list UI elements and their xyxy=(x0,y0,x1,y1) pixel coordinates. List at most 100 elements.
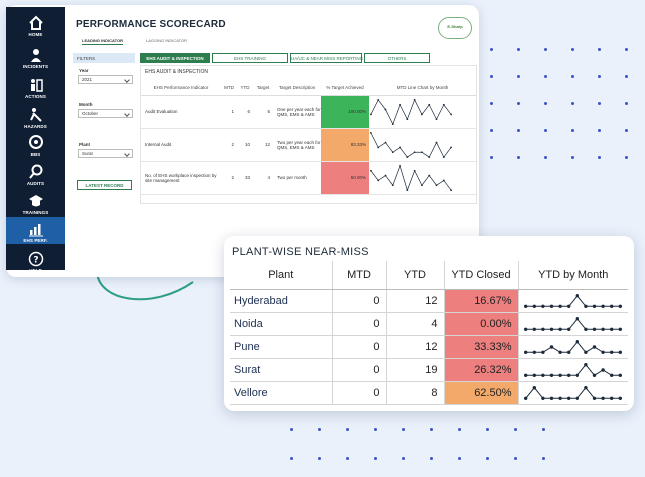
sparkline xyxy=(370,131,452,158)
plant-label: Plant xyxy=(79,142,91,147)
ytd-cell: 33 xyxy=(237,161,253,195)
month-select[interactable]: October xyxy=(78,109,133,118)
sparkline xyxy=(524,339,623,354)
tab-others[interactable]: OTHERS xyxy=(364,53,430,63)
sparkline-point xyxy=(550,327,554,331)
sparkline-point xyxy=(541,304,545,308)
mtd-cell: 0 xyxy=(331,289,386,313)
sidebar-item-home[interactable]: HOME xyxy=(6,15,65,37)
sparkline-point xyxy=(421,183,423,186)
table-row[interactable]: Hyderabad 0 12 16.67% xyxy=(230,289,628,313)
sidebar-item-incidents[interactable]: INCIDENTS xyxy=(6,47,65,69)
sparkline-point xyxy=(413,98,416,101)
sparkline-point xyxy=(601,367,606,372)
sidebar-item-help[interactable]: ? HELP xyxy=(6,251,65,273)
sparkline-point xyxy=(524,373,528,377)
sparkline-point xyxy=(593,344,597,349)
subtab-leading[interactable]: LEADING INDICATOR xyxy=(82,38,123,45)
sparkline xyxy=(524,293,623,308)
decorative-dot xyxy=(544,102,547,105)
sparkline-point xyxy=(435,183,438,186)
table-row[interactable]: Pune 0 12 33.33% xyxy=(230,335,628,359)
indicator-cell: Audit Evaluation xyxy=(141,95,221,129)
sparkline-point xyxy=(610,304,614,308)
sparkline-point xyxy=(428,174,431,176)
sidebar-label: INCIDENTS xyxy=(22,64,49,69)
sparkline-point xyxy=(406,155,409,158)
decorative-dot xyxy=(490,102,493,105)
year-label: Year xyxy=(79,68,89,73)
sidebar-label: HOME xyxy=(28,32,43,37)
sparkline-point xyxy=(442,179,445,181)
sparkline-point xyxy=(558,396,563,400)
table-row[interactable]: No. of EHS workplace inspection by site … xyxy=(141,161,476,195)
ytd-closed-cell: 16.67% xyxy=(443,289,518,313)
table-row[interactable]: Surat 0 19 26.32% xyxy=(230,358,628,382)
tab-ehs-training[interactable]: EHS TRAINING xyxy=(212,53,288,63)
sidebar-item-actions[interactable]: ACTIONS xyxy=(6,77,65,99)
decorative-dot xyxy=(571,75,574,78)
latest-record-button[interactable]: LATEST RECORD xyxy=(77,180,132,190)
sparkline-point xyxy=(550,373,554,377)
sidebar-label: TRAININGS xyxy=(22,210,49,215)
hazards-icon xyxy=(29,108,42,122)
table-row[interactable]: Vellore 0 8 62.50% xyxy=(230,381,628,405)
subtab-lagging[interactable]: LAGGING INDICATOR xyxy=(146,38,187,43)
plant-select[interactable]: Surat xyxy=(78,149,133,158)
panel-title: EHS AUDIT & INSPECTION xyxy=(145,69,208,75)
sidebar-item-trainings[interactable]: TRAININGS xyxy=(6,193,65,215)
sparkline-point xyxy=(384,174,387,176)
decorative-dot xyxy=(490,156,493,159)
sparkline-point xyxy=(541,396,545,400)
sparkline-point xyxy=(558,350,563,354)
decorative-dot xyxy=(374,457,377,460)
sparkline-line xyxy=(525,317,621,330)
sparkline-point xyxy=(399,103,401,106)
decorative-dot xyxy=(571,48,574,51)
decorative-dot xyxy=(517,129,520,132)
sparkline-point xyxy=(384,108,387,110)
sidebar-item-bbs[interactable]: BBS xyxy=(6,135,65,157)
decorative-dot xyxy=(318,428,321,431)
decorative-dot xyxy=(598,156,601,159)
decorative-dot xyxy=(598,102,601,105)
trend-cell xyxy=(517,358,628,382)
col-plant: Plant xyxy=(230,261,332,290)
help-icon: ? xyxy=(28,251,43,267)
scorecard-panel: EHS AUDIT & INSPECTION EHS Performance I… xyxy=(140,65,477,204)
table-row[interactable]: Internal Audit 2 10 12 Two per year each for… xyxy=(141,128,476,162)
page-title: PERFORMANCE SCORECARD xyxy=(76,19,226,30)
mtd-cell: 2 xyxy=(221,128,237,162)
description-cell: Two per year each for QMS, EMS & AMS xyxy=(273,128,321,162)
sparkline-point xyxy=(550,304,554,308)
col-ytd: YTD xyxy=(237,80,253,96)
sparkline-point xyxy=(406,117,409,120)
sparkline-point xyxy=(618,304,623,308)
year-select[interactable]: 2021 xyxy=(78,75,133,84)
plant-cell: Pune xyxy=(230,335,332,359)
sparkline-line xyxy=(525,363,621,376)
sparkline-point xyxy=(567,350,571,354)
sidebar-item-audits[interactable]: AUDITS xyxy=(6,164,65,186)
tab-near-miss[interactable]: UA/UC & NEAR MISS REPORTING xyxy=(290,53,363,63)
sidebar-item-ehs-perf[interactable]: EHS PERF. xyxy=(6,217,65,244)
sidebar-label: HELP xyxy=(29,268,42,273)
plant-cell: Surat xyxy=(230,358,332,382)
sidebar-item-hazards[interactable]: HAZARDS xyxy=(6,107,65,129)
table-row[interactable]: Noida 0 4 0.00% xyxy=(230,312,628,336)
sparkline-point xyxy=(421,150,423,153)
decorative-dot xyxy=(486,457,489,460)
decorative-dot xyxy=(517,156,520,159)
sparkline-point xyxy=(610,350,614,354)
decorative-dot xyxy=(517,75,520,78)
decorative-dot xyxy=(486,428,489,431)
sparkline-point xyxy=(601,327,606,331)
table-row[interactable]: Audit Evaluation 1 6 6 One per year each for… xyxy=(141,95,476,129)
decorative-dot xyxy=(598,129,601,132)
ytd-closed-cell: 62.50% xyxy=(443,381,518,405)
tab-ehs-audit[interactable]: EHS AUDIT & INSPECTION xyxy=(140,53,210,63)
sparkline-point xyxy=(532,373,537,377)
description-cell: One per year each for QMS, EMS & AMS xyxy=(273,95,321,129)
sparkline-point xyxy=(610,327,614,331)
trainings-icon xyxy=(28,195,43,207)
